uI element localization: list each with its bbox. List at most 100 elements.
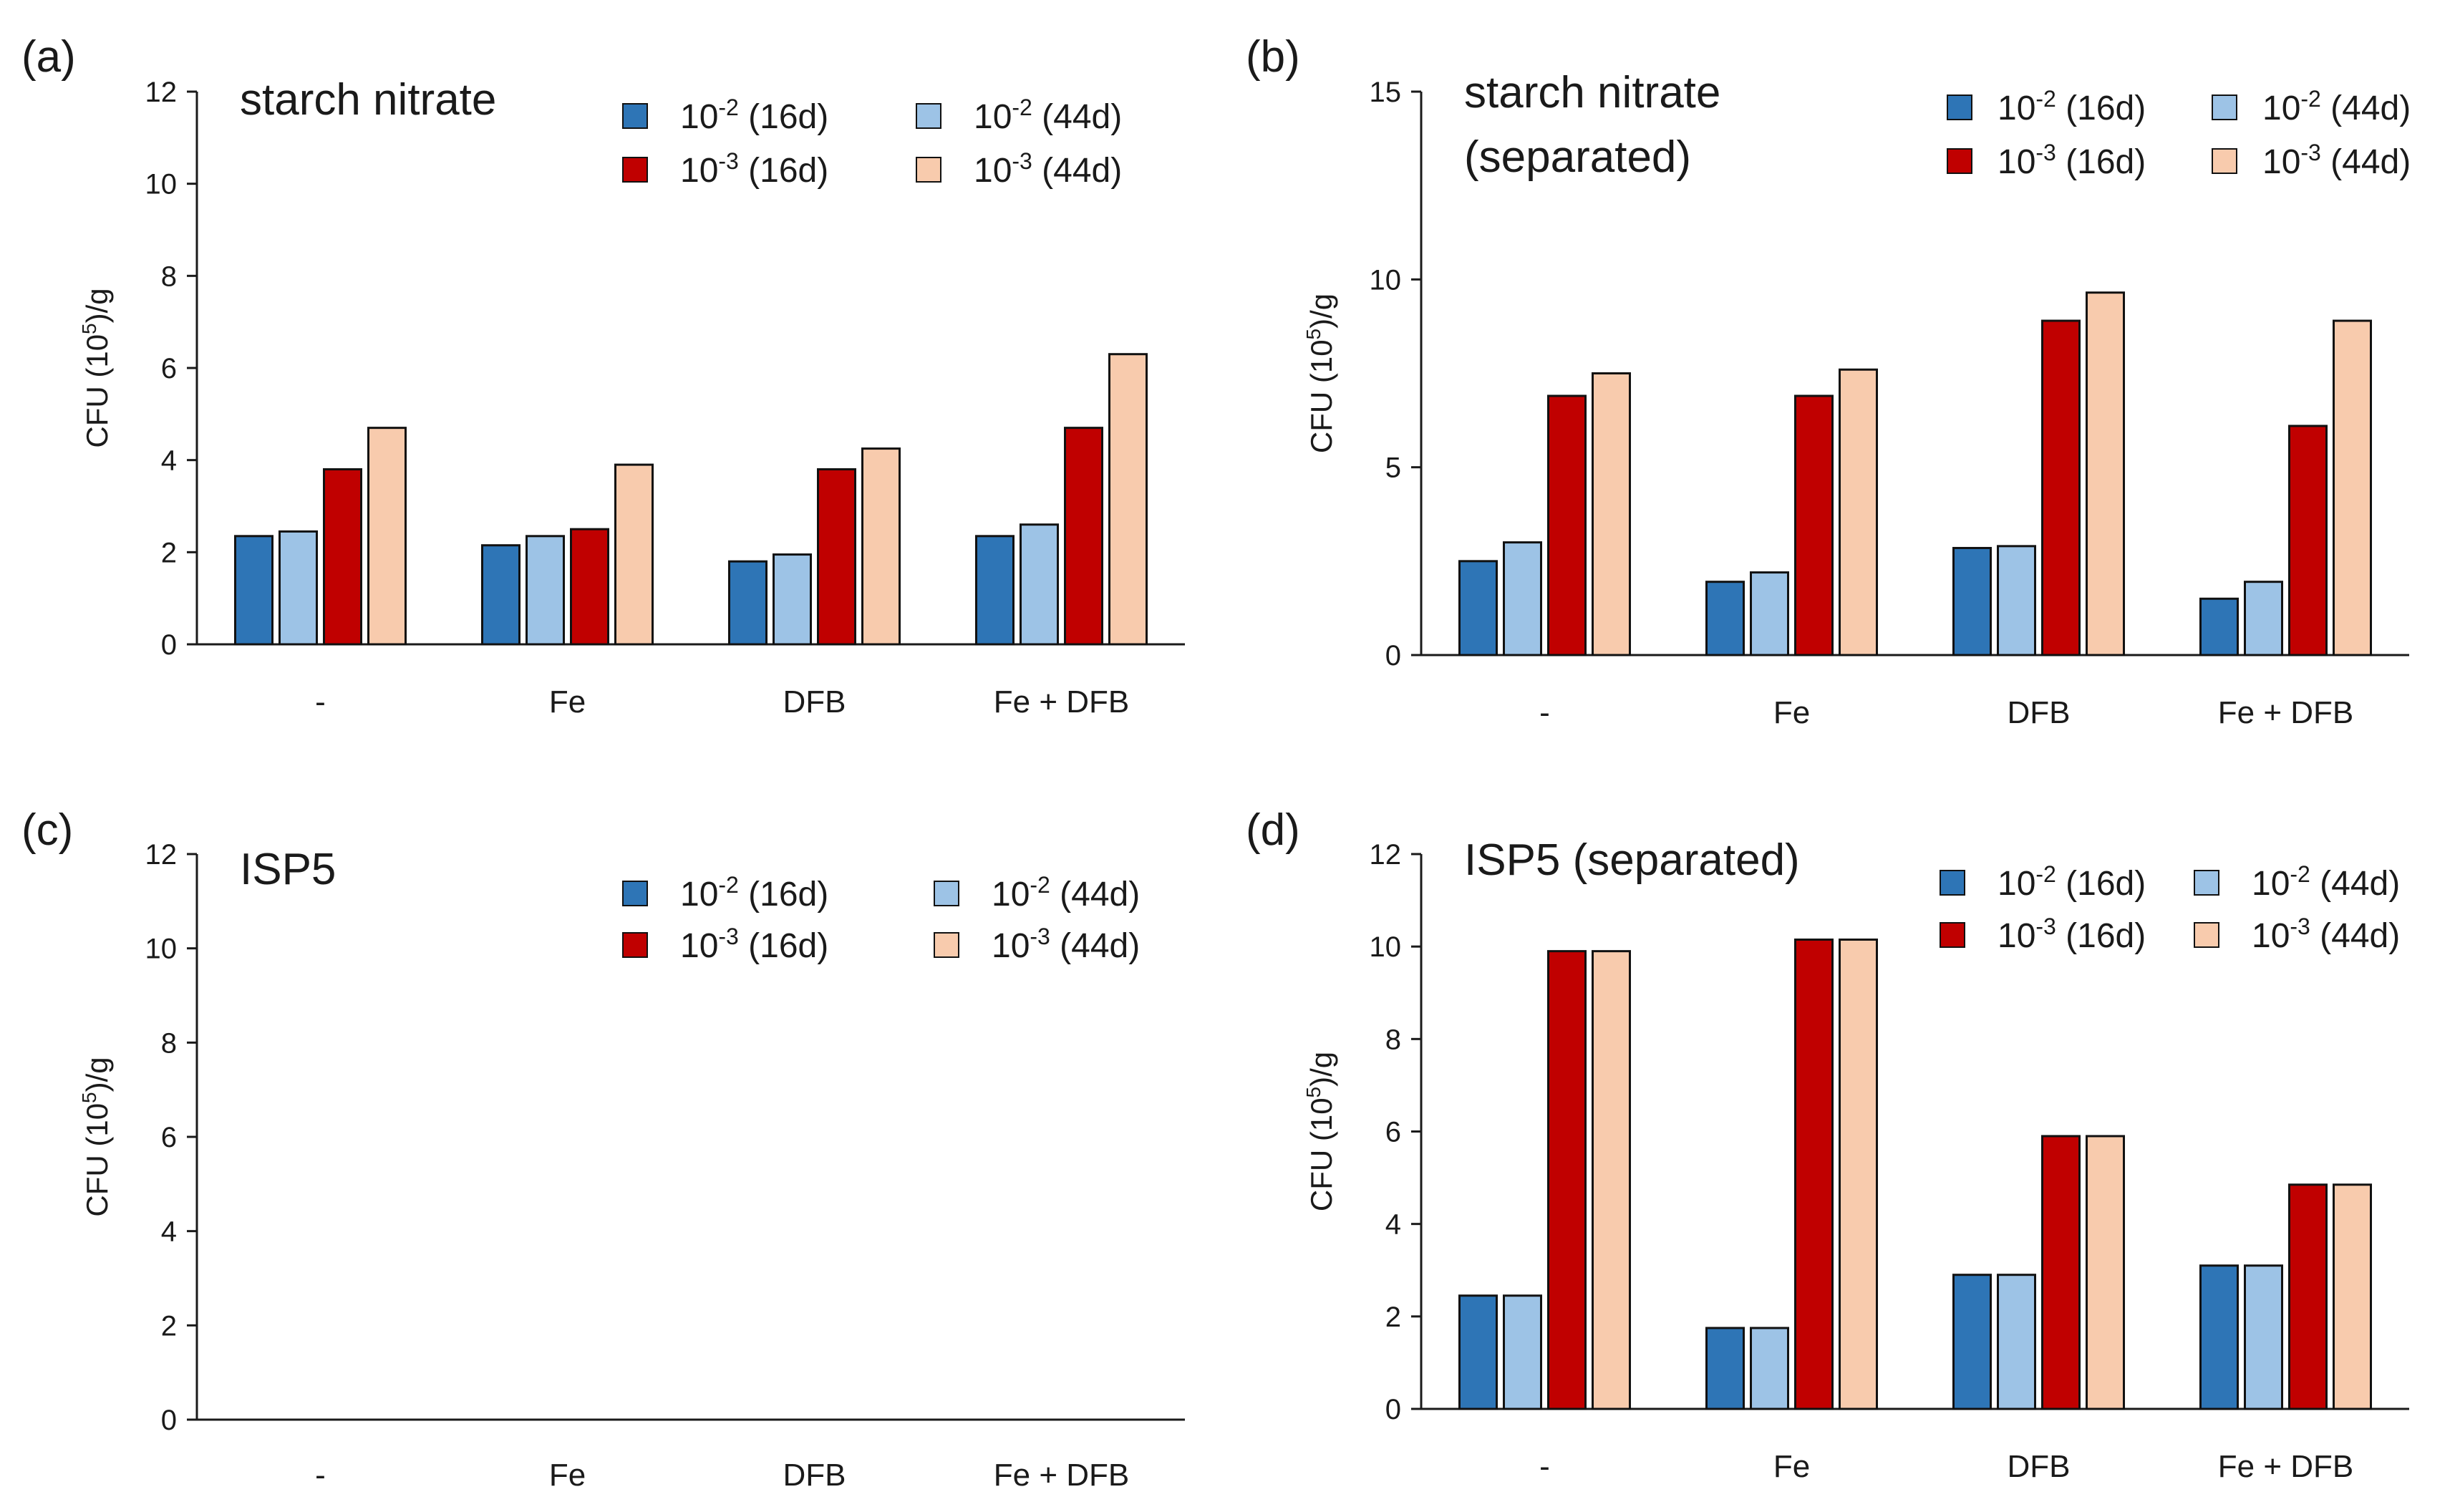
bar: [1997, 1274, 2036, 1410]
bar: [2244, 1264, 2283, 1410]
x-category-label: -: [315, 1458, 326, 1493]
x-category-label: Fe: [549, 684, 586, 719]
legend-swatch: [934, 881, 959, 906]
y-tick-label: 0: [161, 1405, 177, 1436]
legend-swatch: [916, 157, 941, 183]
y-tick-label: 10: [145, 934, 178, 965]
bar: [1794, 938, 1834, 1410]
bar: [367, 427, 407, 646]
x-category-label: DFB: [2008, 695, 2071, 730]
bar: [1064, 427, 1103, 646]
bar: [2086, 291, 2125, 656]
bar: [1547, 950, 1587, 1410]
bar: [1952, 1274, 1992, 1410]
chart-title: starch nitrate: [1464, 68, 1720, 117]
y-tick-label: 10: [1370, 931, 1402, 963]
bar: [1458, 1294, 1498, 1410]
legend-label: 10-3 (16d): [1998, 140, 2146, 181]
legend-label: 10-3 (16d): [1998, 914, 2146, 955]
legend-swatch: [916, 103, 941, 129]
bar: [1750, 571, 1789, 656]
y-tick-label: 8: [161, 261, 177, 292]
bar: [2086, 1135, 2125, 1410]
y-tick-label: 8: [161, 1027, 177, 1059]
legend-swatch: [1947, 94, 1972, 120]
legend-label: 10-3 (16d): [680, 148, 828, 190]
legend-swatch: [622, 157, 648, 183]
bar: [1794, 394, 1834, 656]
legend-swatch: [1947, 148, 1972, 174]
legend-label: 10-3 (44d): [2252, 914, 2400, 955]
bar: [1592, 950, 1631, 1410]
y-tick-label: 2: [161, 1310, 177, 1342]
y-tick-label: 2: [161, 537, 177, 568]
y-tick-label: 4: [1385, 1209, 1401, 1241]
bar: [2288, 425, 2328, 656]
bar: [1547, 394, 1587, 656]
bar: [1839, 368, 1878, 656]
x-category-label: Fe + DFB: [994, 684, 1130, 719]
x-category-label: Fe + DFB: [2218, 695, 2354, 730]
y-tick-label: 10: [1370, 264, 1402, 296]
bar: [2041, 319, 2081, 656]
bar: [1458, 560, 1498, 656]
y-tick-label: 4: [161, 1216, 177, 1248]
bar: [1750, 1327, 1789, 1410]
legend-label: 10-3 (44d): [974, 148, 1122, 190]
x-category-label: -: [315, 684, 326, 719]
legend-swatch: [2212, 94, 2237, 120]
chart-title: ISP5 (separated): [1464, 835, 1800, 885]
y-tick-label: 12: [1370, 839, 1402, 871]
legend-label: 10-2 (16d): [680, 872, 828, 914]
y-tick-label: 12: [145, 839, 178, 871]
y-tick-label: 5: [1385, 452, 1401, 484]
y-tick-label: 4: [161, 445, 177, 477]
legend-label: 10-3 (16d): [680, 924, 828, 965]
bar: [1705, 581, 1745, 656]
legend-label: 10-2 (16d): [680, 94, 828, 136]
legend-swatch: [622, 881, 648, 906]
y-tick-label: 10: [145, 169, 178, 200]
y-tick-label: 12: [145, 77, 178, 108]
x-category-label: DFB: [783, 684, 846, 719]
legend-swatch: [1940, 870, 1965, 896]
bar: [2199, 1264, 2239, 1410]
bar: [728, 560, 768, 646]
bar: [323, 468, 362, 646]
bar: [526, 535, 565, 646]
x-category-label: Fe + DFB: [994, 1458, 1130, 1493]
bar: [2041, 1135, 2081, 1410]
chart-panel-4: (d) ISP5 (separated) 0 2 4 6 8 10 12 CFU (105)/g -…: [1246, 805, 2409, 1484]
bar: [975, 535, 1015, 646]
bar: [2244, 581, 2283, 656]
y-tick-label: 0: [1385, 1394, 1401, 1425]
y-tick-label: 15: [1370, 77, 1402, 108]
y-axis-label: CFU (105)/g: [78, 1057, 114, 1216]
chart-panel-3: (c) ISP5 0 2 4 6 8 10 12 CFU (105)/g - Fe DFB Fe + DF…: [21, 805, 1185, 1493]
legend-label: 10-2 (44d): [974, 94, 1122, 136]
panel-letter: (c): [21, 805, 73, 855]
y-tick-label: 6: [161, 1122, 177, 1153]
legend-swatch: [934, 932, 959, 958]
bar: [2288, 1183, 2328, 1410]
bar: [1952, 546, 1992, 656]
bar: [279, 530, 318, 646]
legend-swatch: [2194, 870, 2219, 896]
bar: [2333, 1183, 2372, 1410]
y-axis-label: CFU (105)/g: [1302, 1052, 1338, 1211]
bar: [1592, 372, 1631, 656]
bar: [861, 447, 901, 646]
legend-label: 10-2 (16d): [1998, 861, 2146, 903]
legend-label: 10-3 (44d): [2262, 140, 2411, 181]
legend-label: 10-2 (44d): [2252, 861, 2400, 903]
chart-title: ISP5: [240, 845, 336, 894]
bar: [817, 468, 856, 646]
panel-letter: (b): [1246, 32, 1300, 82]
y-axis-label: CFU (105)/g: [78, 288, 114, 447]
bar: [614, 463, 654, 646]
y-tick-label: 8: [1385, 1024, 1401, 1055]
x-category-label: -: [1539, 1449, 1550, 1484]
chart-title: starch nitrate: [240, 75, 496, 125]
bar: [2199, 597, 2239, 656]
